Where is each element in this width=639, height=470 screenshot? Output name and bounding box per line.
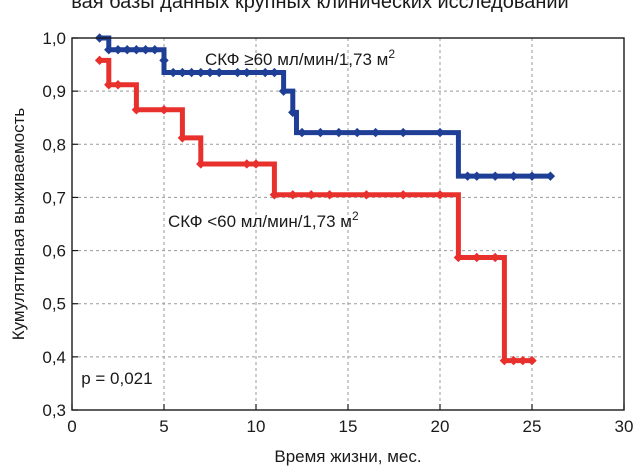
series-1-censor-mark (490, 171, 500, 181)
series-1-censor-mark (462, 171, 473, 181)
series-1-censor-mark (527, 171, 537, 181)
series-1-censor-mark (269, 67, 280, 78)
series-2-censor-mark (196, 159, 206, 169)
series-2-censor-mark (113, 80, 123, 90)
plot-frame (71, 37, 625, 411)
series-1-censor-mark (150, 44, 160, 55)
x-tick-label: 10 (247, 417, 266, 436)
series-2-censor-mark (242, 159, 252, 169)
series-1-censor-mark (288, 107, 298, 118)
series-1-censor-mark (435, 127, 445, 138)
y-tick-label: 0,7 (42, 188, 66, 207)
series-1-censor-mark (370, 127, 381, 138)
series-2-censor-mark (453, 252, 464, 263)
y-axis-label: Кумулятивная выживаемость (9, 108, 28, 341)
series-1-censor-mark (159, 55, 169, 66)
x-tick-label: 0 (67, 417, 76, 436)
series-1-censor-mark (122, 44, 132, 55)
series-1-censor-mark (186, 67, 197, 78)
x-tick-labels: 0 5 10 15 20 25 30 (67, 417, 633, 436)
series-1-censor-mark (297, 127, 307, 138)
series-1-censor-mark (113, 44, 123, 55)
series-2-censor-mark (508, 355, 519, 366)
series-2-censor-mark (131, 105, 142, 115)
series-2-censor-mark (306, 190, 316, 200)
y-tick-label: 0,5 (42, 295, 66, 314)
chart-title: вая базы данных крупных клинических иссл… (71, 0, 568, 13)
series-2-censor-mark (159, 105, 169, 115)
series-2-censor-mark (518, 355, 528, 366)
series-2-censor-mark (472, 252, 482, 263)
series-1-censor-mark (545, 171, 556, 181)
x-tick-label: 15 (339, 417, 358, 436)
x-axis-label: Время жизни, мес. (274, 447, 421, 466)
x-tick-label: 30 (615, 417, 634, 436)
x-tick-label: 20 (431, 417, 450, 436)
series-2-censor-mark (499, 355, 510, 366)
series-1-censor-mark (334, 127, 344, 138)
series-2-censor-mark (324, 190, 335, 200)
y-tick-label: 1,0 (42, 29, 66, 48)
x-tick-label: 5 (159, 417, 168, 436)
y-tick-label: 0,8 (42, 135, 66, 154)
y-tick-label: 0,9 (42, 82, 66, 101)
series-1-censor-mark (131, 44, 142, 55)
series-2-censor-mark (269, 190, 280, 200)
series-1-censor-mark (352, 127, 362, 138)
series-1-censor-mark (196, 67, 206, 78)
series-1-censor-mark (214, 67, 224, 78)
series-1-censor-mark (315, 127, 326, 138)
p-value-annotation: p = 0,021 (81, 369, 152, 388)
series-1-censor-mark (232, 67, 243, 78)
series-1-censor-mark (472, 171, 482, 181)
series-1-censor-mark (104, 44, 114, 55)
series-2-censor-mark (251, 159, 261, 169)
y-tick-label: 0,6 (42, 242, 66, 261)
series-1-censor-mark (177, 67, 188, 78)
series-1-censor-mark (278, 86, 289, 96)
grid-lines (71, 37, 625, 411)
series-2-censor-mark (288, 190, 298, 200)
y-tick-label: 0,4 (42, 348, 66, 367)
series-2-censor-mark (490, 252, 500, 263)
y-tick-label: 0,3 (42, 401, 66, 420)
series-1-censor-mark (205, 67, 215, 78)
series-label-low-gfr: СКФ <60 мл/мин/1,73 м2 (168, 209, 359, 231)
series-2-censor-mark (94, 55, 105, 66)
series-1-censor-mark (168, 67, 178, 78)
series-layer (94, 33, 556, 366)
series-1-censor-mark (260, 67, 270, 78)
series-2-censor-mark (398, 190, 408, 200)
series-1-censor-mark (140, 44, 151, 55)
series-2-censor-mark (435, 190, 445, 200)
series-2-censor-mark (104, 80, 114, 90)
series-2-censor-mark (177, 133, 188, 143)
series-2-censor-mark (527, 355, 537, 366)
series-1-censor-mark (242, 67, 252, 78)
series-1-censor-mark (508, 171, 519, 181)
series-1-censor-mark (398, 127, 408, 138)
x-tick-label: 25 (523, 417, 542, 436)
series-2-censor-mark (361, 190, 372, 200)
series-label-high-gfr: СКФ ≥60 мл/мин/1,73 м2 (205, 47, 395, 69)
y-tick-labels: 0,3 0,4 0,5 0,6 0,7 0,8 0,9 1,0 (42, 29, 66, 420)
